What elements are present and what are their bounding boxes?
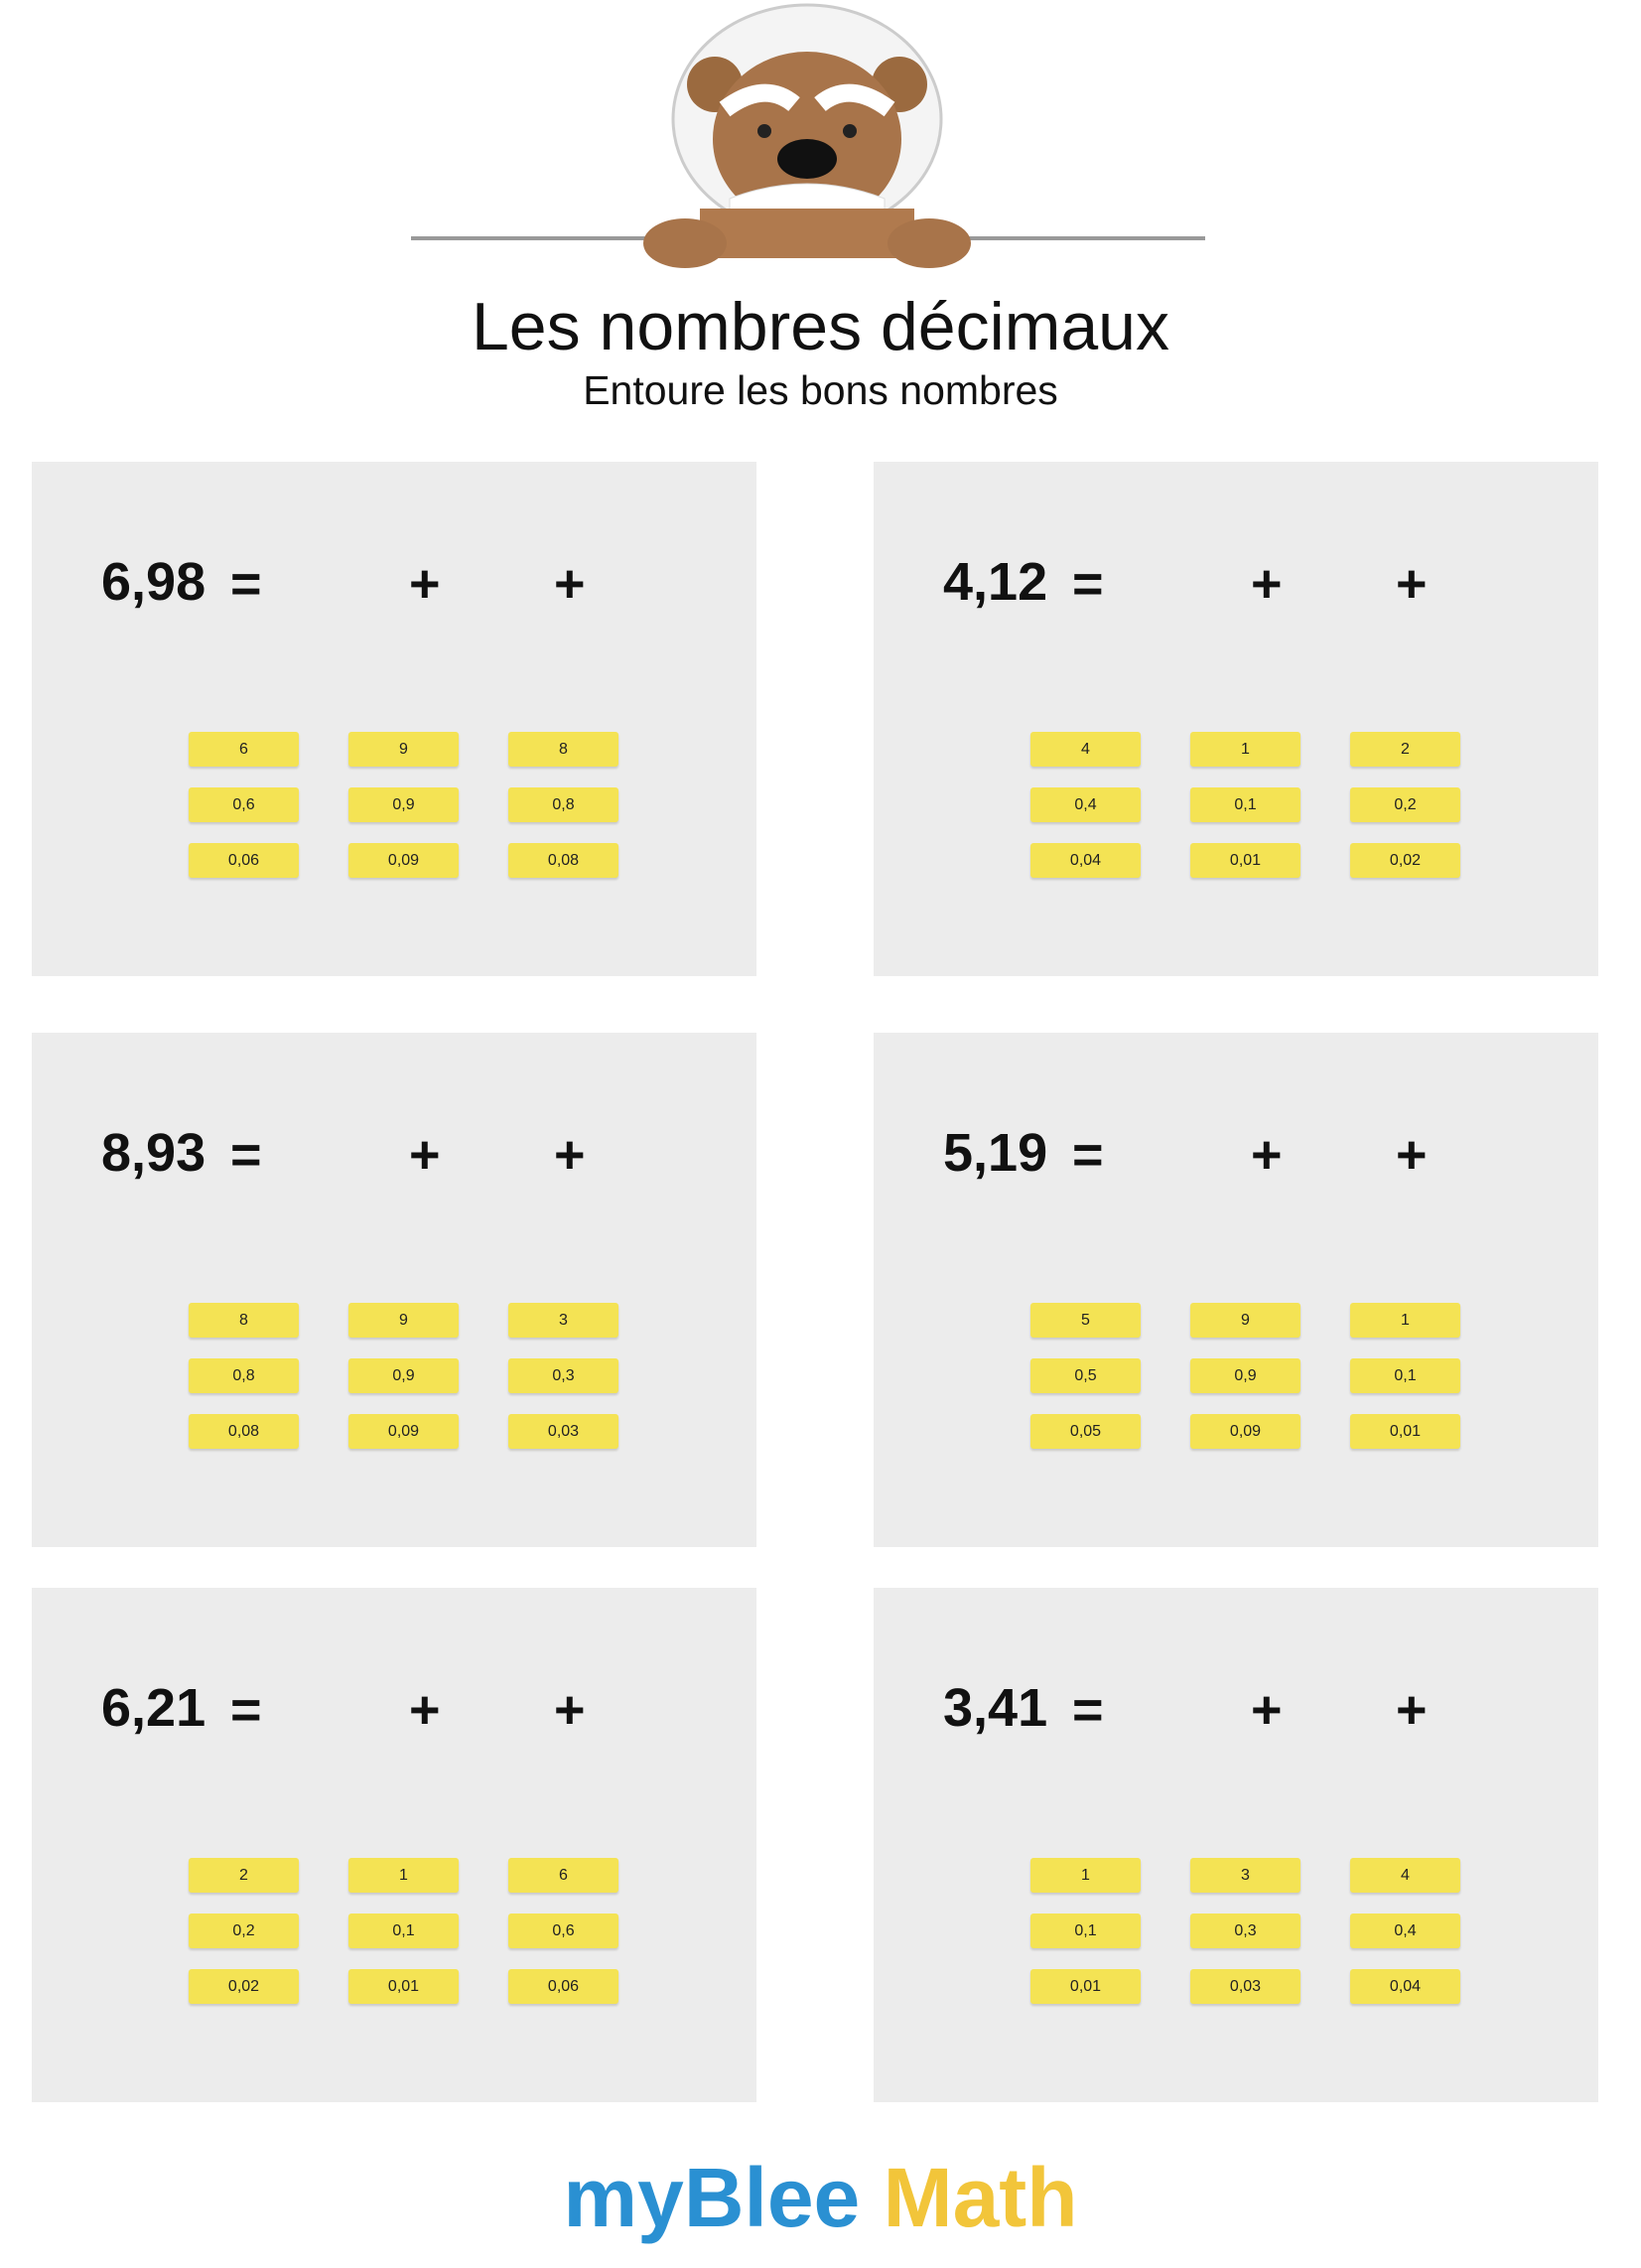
- exercise-panel: 8,93 = + +8 0,8 0,08 9 0,9 0,09 3 0,3 0,03: [32, 1033, 756, 1547]
- answer-chip: 0,3: [508, 1358, 618, 1393]
- plus-sign: +: [1396, 1125, 1428, 1185]
- answer-chip: 0,3: [1190, 1914, 1300, 1948]
- answer-chip: 0,08: [508, 843, 618, 878]
- answer-chip: 2: [1350, 732, 1460, 767]
- answer-chip: 0,1: [1350, 1358, 1460, 1393]
- answer-chip: 3: [508, 1303, 618, 1338]
- answer-chip: 9: [1190, 1303, 1300, 1338]
- answer-chip: 0,5: [1030, 1358, 1141, 1393]
- answer-chip: 0,8: [508, 787, 618, 822]
- plus-sign: +: [554, 554, 586, 614]
- answer-chip: 0,05: [1030, 1414, 1141, 1449]
- answer-chip: 0,8: [189, 1358, 299, 1393]
- exercise-number: 3,41: [943, 1678, 1048, 1738]
- plus-sign: +: [554, 1680, 586, 1740]
- answer-chip: 1: [348, 1858, 459, 1893]
- answer-chip: 0,03: [1190, 1969, 1300, 2004]
- answer-chip: 0,04: [1350, 1969, 1460, 2004]
- equals-sign: =: [230, 554, 262, 614]
- answer-chip: 0,4: [1030, 787, 1141, 822]
- exercise-number: 5,19: [943, 1123, 1048, 1183]
- plus-sign: +: [409, 554, 441, 614]
- exercise-panel: 5,19 = + +5 0,5 0,05 9 0,9 0,09 1 0,1 0,01: [874, 1033, 1598, 1547]
- answer-chip: 0,2: [189, 1914, 299, 1948]
- exercise-number: 8,93: [101, 1123, 206, 1183]
- answer-chip: 5: [1030, 1303, 1141, 1338]
- plus-sign: +: [1396, 554, 1428, 614]
- subtitle: Entoure les bons nombres: [583, 367, 1058, 413]
- equals-sign: =: [1072, 1125, 1104, 1185]
- answer-chip: 0,1: [1030, 1914, 1141, 1948]
- plus-sign: +: [1251, 554, 1283, 614]
- answer-chip: 0,01: [1190, 843, 1300, 878]
- answer-chip: 8: [189, 1303, 299, 1338]
- answer-chip: 6: [189, 732, 299, 767]
- answer-chip: 3: [1190, 1858, 1300, 1893]
- exercise-panel: 4,12 = + +4 0,4 0,04 1 0,1 0,01 2 0,2 0,02: [874, 462, 1598, 976]
- plus-sign: +: [409, 1680, 441, 1740]
- answer-chip: 4: [1030, 732, 1141, 767]
- title: Les nombres décimaux: [471, 289, 1169, 364]
- answer-chip: 1: [1190, 732, 1300, 767]
- answer-chip: 0,01: [348, 1969, 459, 2004]
- answer-chip: 0,6: [508, 1914, 618, 1948]
- answer-chip: 0,01: [1350, 1414, 1460, 1449]
- answer-chip: 0,06: [189, 843, 299, 878]
- answer-chip: 0,08: [189, 1414, 299, 1449]
- plus-sign: +: [1396, 1680, 1428, 1740]
- logo-product: Math: [883, 2151, 1078, 2244]
- answer-chip: 0,1: [348, 1914, 459, 1948]
- answer-chip: 6: [508, 1858, 618, 1893]
- answer-chip: 0,1: [1190, 787, 1300, 822]
- answer-chip: 0,02: [1350, 843, 1460, 878]
- exercise-panel: 6,98 = + +6 0,6 0,06 9 0,9 0,09 8 0,8 0,08: [32, 462, 756, 976]
- answer-chip: 1: [1030, 1858, 1141, 1893]
- answer-chip: 0,2: [1350, 787, 1460, 822]
- answer-chip: 9: [348, 1303, 459, 1338]
- answer-chip: 9: [348, 732, 459, 767]
- answer-chip: 0,9: [1190, 1358, 1300, 1393]
- answer-chip: 4: [1350, 1858, 1460, 1893]
- mascot: [411, 3, 1205, 268]
- answer-chip: 0,9: [348, 1358, 459, 1393]
- plus-sign: +: [1251, 1125, 1283, 1185]
- equals-sign: =: [230, 1680, 262, 1740]
- answer-chip: 0,4: [1350, 1914, 1460, 1948]
- logo: myBlee Math: [0, 2150, 1641, 2246]
- answer-chip: 0,02: [189, 1969, 299, 2004]
- answer-chip: 0,06: [508, 1969, 618, 2004]
- equals-sign: =: [1072, 554, 1104, 614]
- answer-chip: 1: [1350, 1303, 1460, 1338]
- exercise-number: 4,12: [943, 552, 1048, 612]
- logo-brand: myBlee: [563, 2151, 861, 2244]
- answer-chip: 2: [189, 1858, 299, 1893]
- answer-chip: 8: [508, 732, 618, 767]
- exercise-number: 6,98: [101, 552, 206, 612]
- answer-chip: 0,9: [348, 787, 459, 822]
- plus-sign: +: [409, 1125, 441, 1185]
- answer-chip: 0,04: [1030, 843, 1141, 878]
- exercise-panel: 6,21 = + +2 0,2 0,02 1 0,1 0,01 6 0,6 0,06: [32, 1588, 756, 2102]
- exercise-panel: 3,41 = + +1 0,1 0,01 3 0,3 0,03 4 0,4 0,04: [874, 1588, 1598, 2102]
- exercise-number: 6,21: [101, 1678, 206, 1738]
- answer-chip: 0,09: [348, 843, 459, 878]
- answer-chip: 0,01: [1030, 1969, 1141, 2004]
- answer-chip: 0,6: [189, 787, 299, 822]
- equals-sign: =: [1072, 1680, 1104, 1740]
- plus-sign: +: [1251, 1680, 1283, 1740]
- answer-chip: 0,03: [508, 1414, 618, 1449]
- answer-chip: 0,09: [348, 1414, 459, 1449]
- equals-sign: =: [230, 1125, 262, 1185]
- answer-chip: 0,09: [1190, 1414, 1300, 1449]
- plus-sign: +: [554, 1125, 586, 1185]
